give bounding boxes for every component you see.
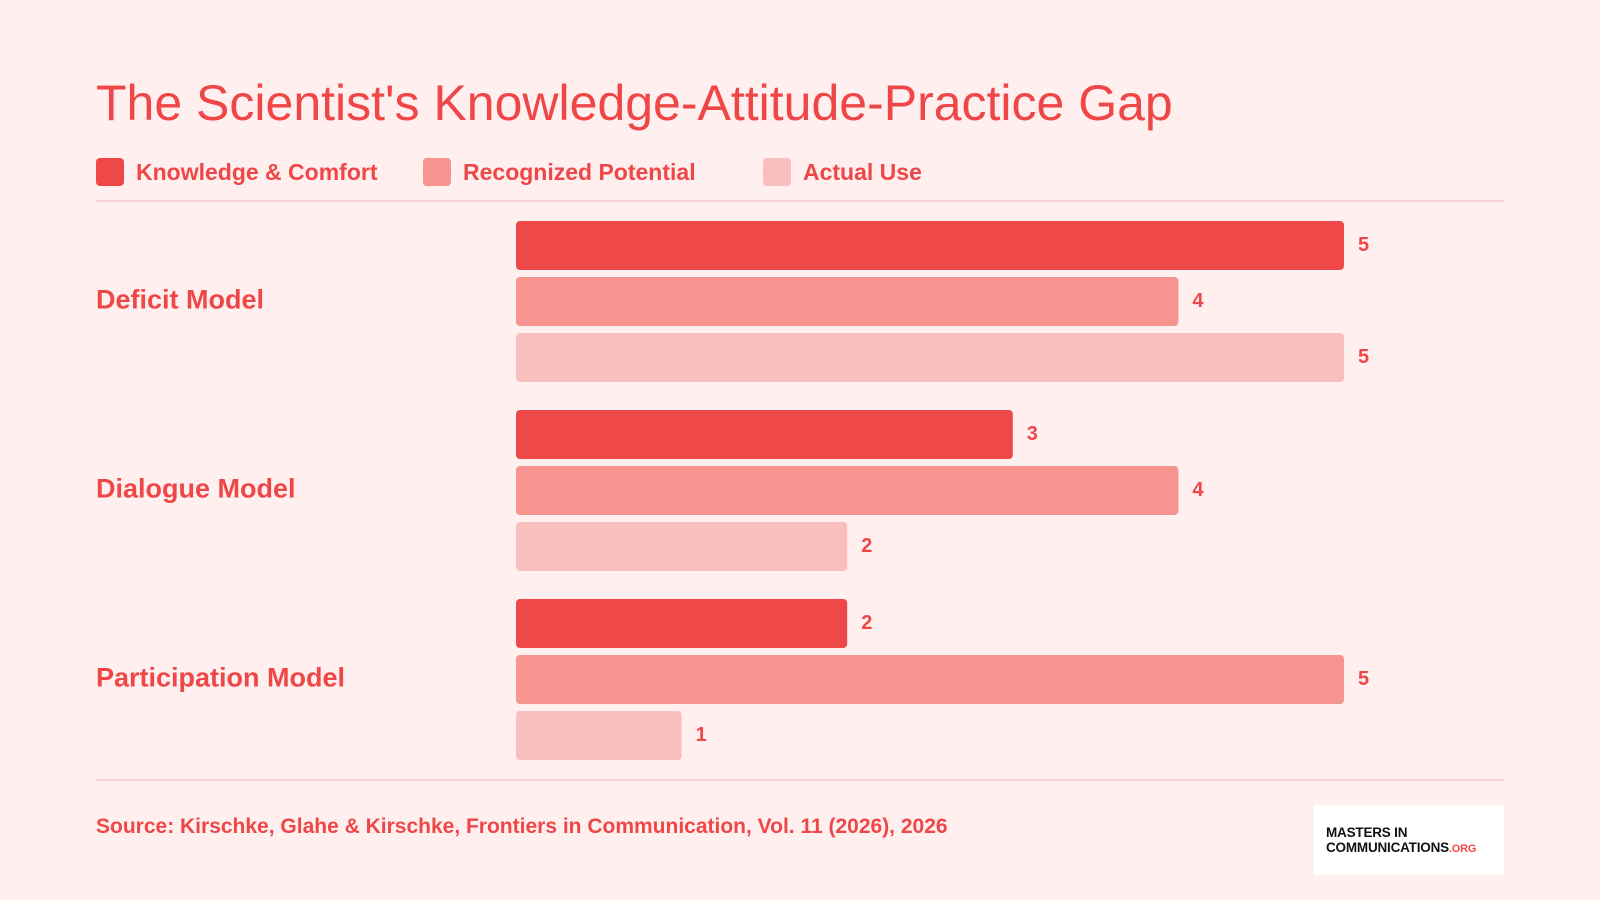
value-label-deficit-model-knowledge-comfort: 5 <box>1358 234 1369 256</box>
value-label-dialogue-model-knowledge-comfort: 3 <box>1027 423 1038 445</box>
value-label-participation-model-knowledge-comfort: 2 <box>861 612 872 634</box>
legend-swatch-actual <box>763 158 791 186</box>
legend-item-actual: Actual Use <box>763 158 922 186</box>
bar-deficit-model-recognized-potential[interactable] <box>516 277 1179 326</box>
source-citation: Source: Kirschke, Glahe & Kirschke, Fron… <box>96 815 948 838</box>
legend-swatch-potential <box>423 158 451 186</box>
legend-swatch-knowledge <box>96 158 124 186</box>
legend-label-knowledge: Knowledge & Comfort <box>136 158 378 185</box>
legend-item-potential: Recognized Potential <box>423 158 696 186</box>
bar-dialogue-model-recognized-potential[interactable] <box>516 466 1179 515</box>
value-label-dialogue-model-actual-use: 2 <box>861 535 872 557</box>
value-label-deficit-model-recognized-potential: 4 <box>1192 290 1204 312</box>
masters-in-communications-logo[interactable]: MASTERS IN COMMUNICATIONS.ORG <box>1314 805 1504 875</box>
bar-participation-model-recognized-potential[interactable] <box>516 655 1344 704</box>
bar-participation-model-knowledge-comfort[interactable] <box>516 599 848 648</box>
category-label-participation-model: Participation Model <box>96 663 345 693</box>
logo-line-1: MASTERS IN <box>1326 825 1408 840</box>
category-label-deficit-model: Deficit Model <box>96 285 264 315</box>
category-label-dialogue-model: Dialogue Model <box>96 474 296 504</box>
value-label-participation-model-actual-use: 1 <box>696 724 707 746</box>
legend-label-actual: Actual Use <box>803 158 922 185</box>
legend-label-potential: Recognized Potential <box>463 158 696 185</box>
logo-line-2: COMMUNICATIONS.ORG <box>1326 840 1477 855</box>
bar-dialogue-model-knowledge-comfort[interactable] <box>516 410 1013 459</box>
bar-dialogue-model-actual-use[interactable] <box>516 522 848 571</box>
bar-deficit-model-actual-use[interactable] <box>516 333 1344 382</box>
value-label-dialogue-model-recognized-potential: 4 <box>1192 479 1204 501</box>
bottom-divider <box>96 779 1504 781</box>
bar-participation-model-actual-use[interactable] <box>516 711 682 760</box>
chart-title: The Scientist's Knowledge-Attitude-Pract… <box>96 75 1173 131</box>
value-label-participation-model-recognized-potential: 5 <box>1358 668 1369 690</box>
value-label-deficit-model-actual-use: 5 <box>1358 346 1369 368</box>
legend-item-knowledge: Knowledge & Comfort <box>96 158 378 186</box>
top-divider <box>96 200 1504 202</box>
bar-deficit-model-knowledge-comfort[interactable] <box>516 221 1344 270</box>
